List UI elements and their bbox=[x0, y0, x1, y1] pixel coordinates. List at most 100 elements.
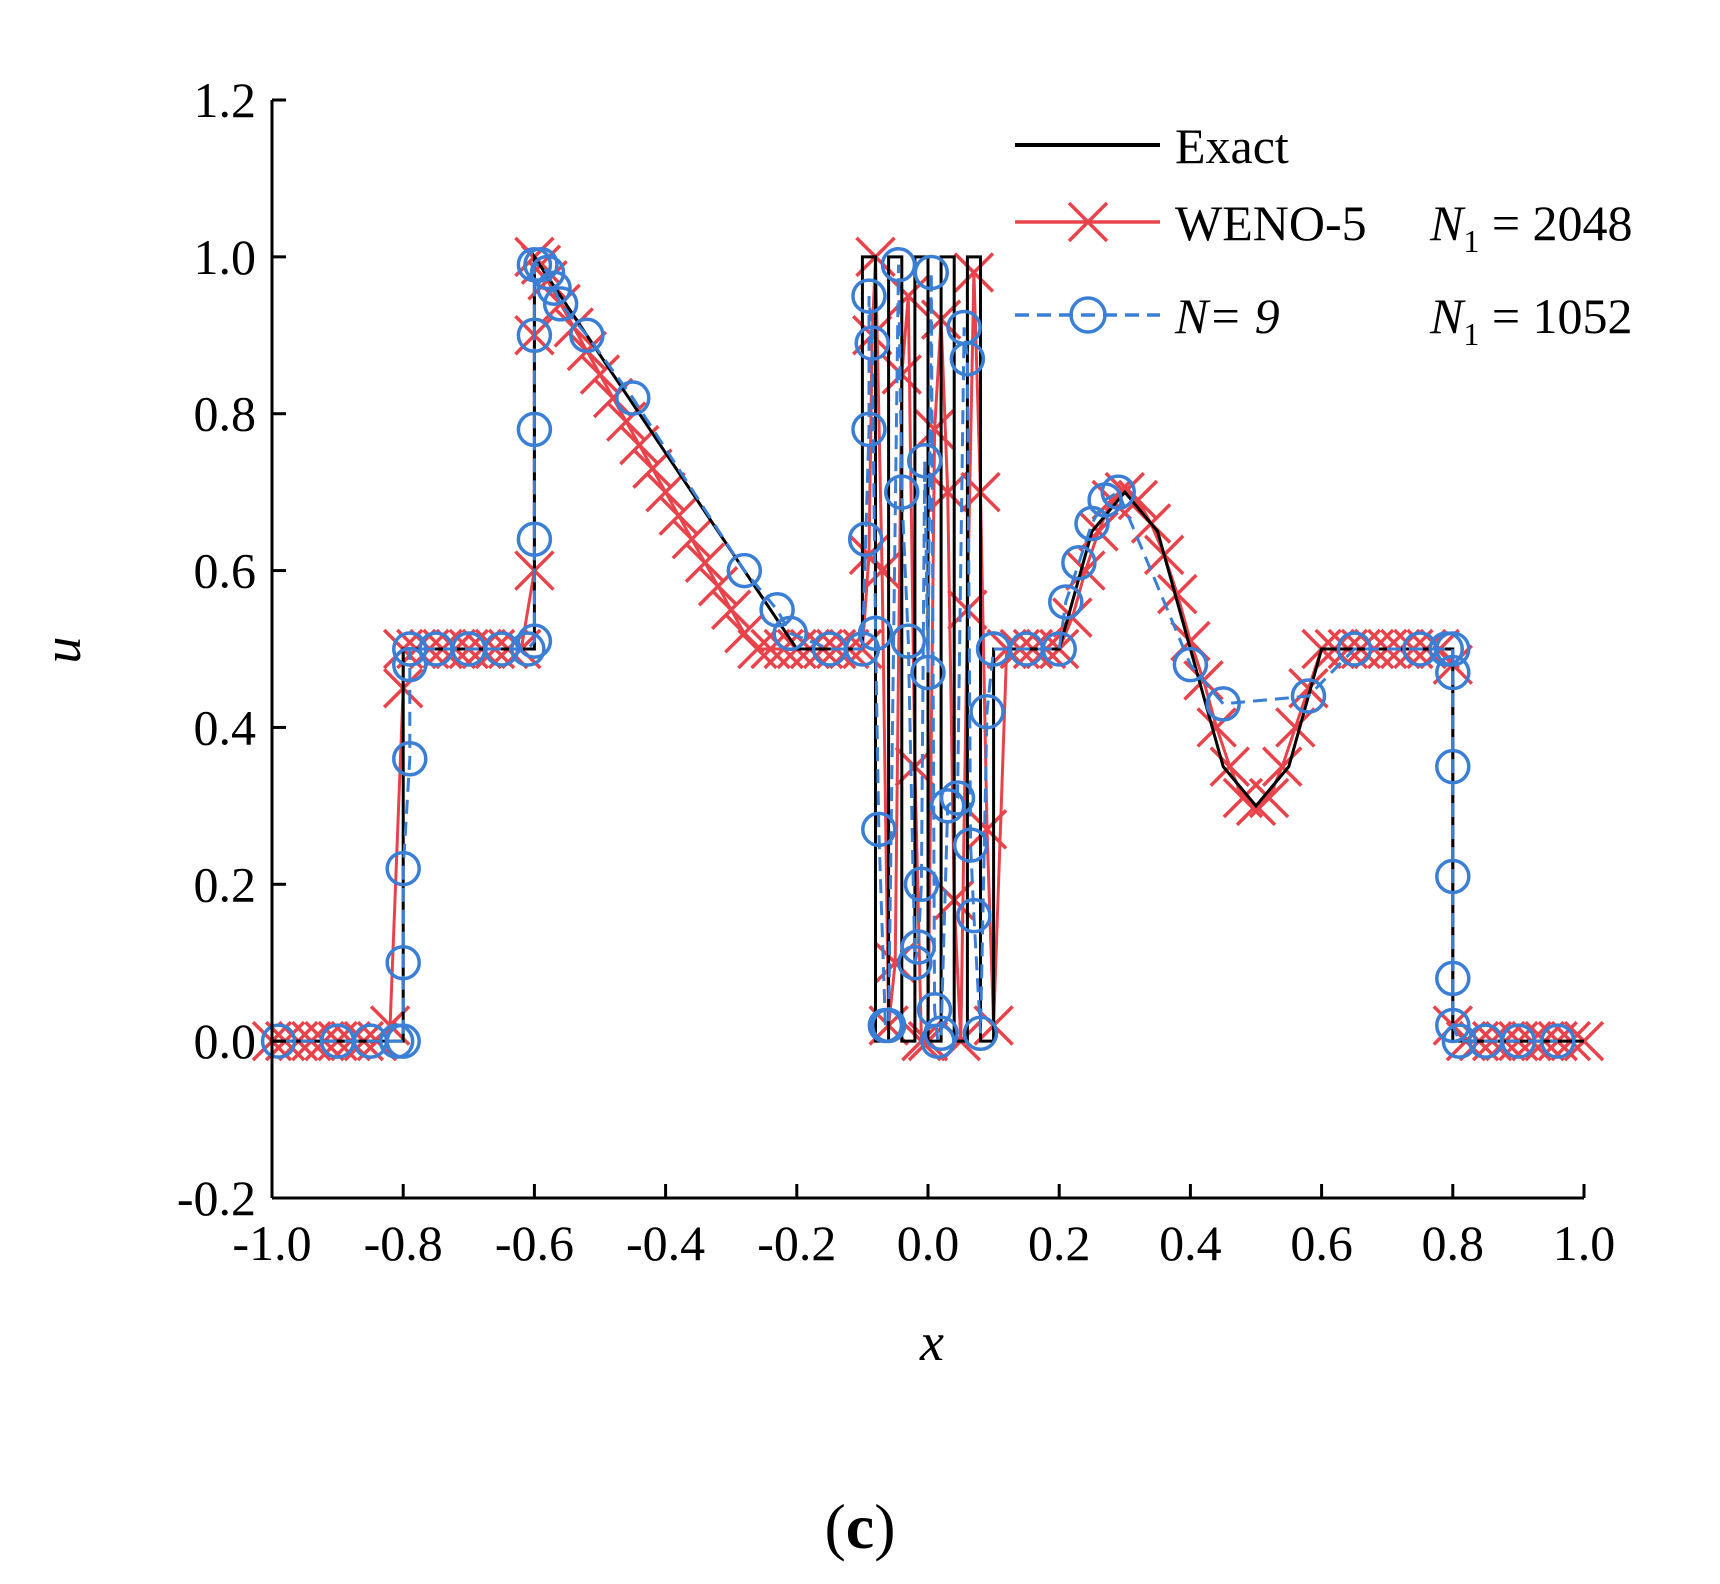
data-point-weno5 bbox=[1196, 707, 1237, 748]
y-tick-label: 1.0 bbox=[194, 229, 257, 285]
y-tick-label: 0.6 bbox=[194, 543, 257, 599]
data-point-n9 bbox=[906, 443, 943, 479]
x-tick-label: 0.8 bbox=[1422, 1215, 1485, 1271]
series-layer bbox=[251, 236, 1605, 1062]
legend-label-weno5: WENO-5 bbox=[1175, 195, 1367, 251]
data-point-n9 bbox=[516, 411, 553, 448]
data-point-n9 bbox=[851, 411, 887, 448]
data-point-weno5 bbox=[697, 566, 739, 607]
x-tick-label: -0.6 bbox=[495, 1215, 574, 1271]
x-tick-label: -0.8 bbox=[364, 1215, 443, 1271]
series-line-n9 bbox=[278, 263, 1558, 1043]
legend-marker-x bbox=[1067, 201, 1109, 243]
data-point-n9 bbox=[542, 286, 579, 322]
data-point-n9 bbox=[870, 1007, 907, 1044]
legend-entry-n9: N= 9 N1 = 1052 bbox=[1015, 288, 1633, 352]
data-point-n9 bbox=[949, 341, 986, 377]
data-point-weno5 bbox=[579, 354, 621, 395]
data-point-n9 bbox=[913, 254, 950, 291]
data-point-n9 bbox=[1041, 631, 1077, 667]
data-point-n9 bbox=[510, 631, 546, 667]
data-point-n9 bbox=[890, 623, 927, 659]
data-point-n9 bbox=[962, 1015, 999, 1052]
data-point-n9 bbox=[903, 866, 940, 903]
x-tick-label: 0.2 bbox=[1028, 1215, 1091, 1271]
data-point-n9 bbox=[969, 693, 1005, 730]
data-point-n9 bbox=[929, 788, 966, 824]
data-point-n9 bbox=[516, 317, 553, 354]
y-axis-label: u bbox=[32, 637, 92, 664]
data-point-n9 bbox=[880, 246, 917, 283]
legend-entry-exact: Exact bbox=[1015, 118, 1289, 174]
x-tick-label: -0.4 bbox=[626, 1215, 705, 1271]
panel-label-close: ) bbox=[874, 1491, 895, 1562]
data-point-n9 bbox=[1061, 544, 1097, 581]
legend-n1-var-n9: N bbox=[1429, 288, 1466, 344]
data-point-weno5 bbox=[1262, 746, 1303, 787]
data-point-n9 bbox=[923, 1015, 959, 1052]
data-point-n9 bbox=[884, 474, 920, 510]
panel-label: (c) bbox=[824, 1491, 895, 1562]
data-point-weno5 bbox=[1248, 777, 1290, 819]
legend-n1-index-weno5: 1 bbox=[1463, 223, 1479, 259]
data-point-n9 bbox=[1336, 631, 1373, 667]
data-point-weno5 bbox=[684, 542, 726, 583]
legend-label-exact: Exact bbox=[1175, 118, 1289, 174]
legend-n1-value-n9: = 1052 bbox=[1479, 288, 1632, 344]
data-point-n9 bbox=[1540, 1023, 1576, 1059]
data-point-weno5 bbox=[966, 809, 1008, 850]
data-point-n9 bbox=[1290, 678, 1327, 714]
data-point-n9 bbox=[569, 317, 605, 354]
data-point-n9 bbox=[952, 827, 989, 863]
x-tick-label: 0.4 bbox=[1159, 1215, 1222, 1271]
data-point-weno5 bbox=[1078, 511, 1119, 552]
data-point-n9 bbox=[847, 521, 884, 557]
data-point-weno5 bbox=[1288, 667, 1329, 709]
legend-n1-n9: N1 = 1052 bbox=[1429, 288, 1633, 352]
data-point-n9 bbox=[956, 897, 992, 934]
legend-n1-weno5: N1 = 2048 bbox=[1429, 195, 1633, 259]
data-point-n9 bbox=[536, 270, 572, 306]
data-point-n9 bbox=[861, 811, 897, 848]
legend-marker-circle bbox=[1069, 296, 1107, 334]
data-point-n9 bbox=[851, 278, 887, 314]
data-point-n9 bbox=[615, 380, 651, 416]
data-point-weno5 bbox=[1209, 746, 1250, 787]
data-point-n9 bbox=[392, 741, 428, 777]
data-point-n9 bbox=[1435, 748, 1471, 785]
legend: Exact WENO-5 N1 = 2048 N= 9 N1 = 1052 bbox=[1015, 118, 1633, 352]
data-point-n9 bbox=[857, 615, 894, 652]
data-point-n9 bbox=[1435, 960, 1471, 997]
data-point-n9 bbox=[516, 521, 553, 557]
data-point-weno5 bbox=[1275, 707, 1316, 748]
data-point-n9 bbox=[1435, 654, 1471, 691]
data-point-n9 bbox=[1435, 1007, 1471, 1044]
panel-label-open: ( bbox=[824, 1491, 845, 1562]
data-point-weno5 bbox=[914, 409, 955, 450]
data-point-n9 bbox=[1441, 1023, 1478, 1059]
x-axis-label: x bbox=[919, 1312, 944, 1372]
legend-label-n9: N= 9 bbox=[1174, 288, 1280, 344]
data-point-n9 bbox=[726, 552, 763, 589]
data-point-n9 bbox=[529, 254, 566, 291]
data-point-weno5 bbox=[606, 401, 647, 442]
data-point-weno5 bbox=[658, 495, 699, 536]
data-point-n9 bbox=[385, 850, 421, 887]
data-point-n9 bbox=[1435, 858, 1471, 895]
data-point-weno5 bbox=[724, 613, 765, 654]
y-tick-label: 0.2 bbox=[194, 856, 257, 912]
x-tick-label: -1.0 bbox=[232, 1215, 311, 1271]
data-point-n9 bbox=[1435, 631, 1471, 667]
data-point-n9 bbox=[897, 944, 933, 981]
data-point-n9 bbox=[1048, 584, 1084, 620]
legend-n1-var-weno5: N bbox=[1429, 195, 1466, 251]
x-tick-label: 0.6 bbox=[1290, 1215, 1353, 1271]
legend-n1-index-n9: 1 bbox=[1463, 316, 1479, 352]
x-tick-label: 1.0 bbox=[1553, 1215, 1616, 1271]
data-point-n9 bbox=[939, 780, 976, 816]
y-tick-label: -0.2 bbox=[177, 1170, 256, 1226]
y-tick-label: 0.0 bbox=[194, 1013, 257, 1069]
data-point-weno5 bbox=[953, 252, 995, 293]
data-point-n9 bbox=[516, 623, 553, 659]
